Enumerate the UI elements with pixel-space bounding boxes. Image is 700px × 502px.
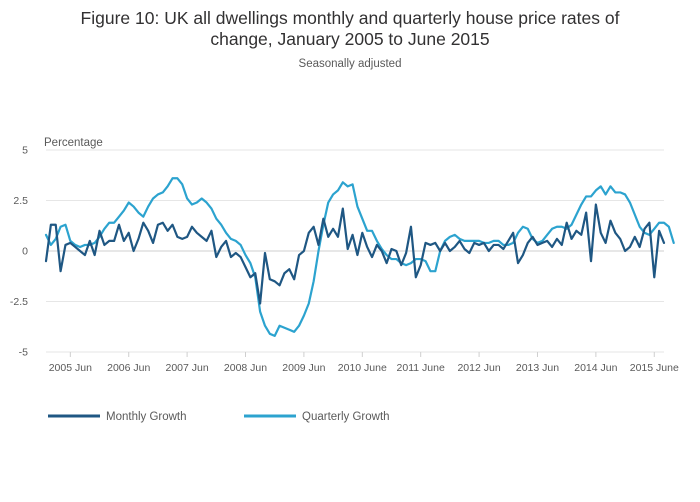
y-axis-label: Percentage (44, 137, 103, 149)
y-tick-label: 5 (22, 145, 28, 157)
legend: Monthly Growth Quarterly Growth (48, 411, 390, 423)
series-layer (44, 177, 675, 337)
x-tick-labels: 2005 Jun 2006 Jun 2007 Jun 2008 Jun 2009 Jun… (49, 352, 679, 374)
legend-label: Monthly Growth (106, 411, 187, 423)
quarterly-growth-line (44, 177, 675, 337)
x-tick-label: 2015 June (630, 362, 679, 374)
legend-label: Quarterly Growth (302, 411, 390, 423)
legend-item-monthly-growth[interactable]: Monthly Growth (48, 411, 187, 423)
y-tick-label: 2.5 (13, 195, 28, 207)
y-tick-label: 0 (22, 246, 28, 258)
grid-layer (46, 149, 664, 353)
x-tick-label: 2009 Jun (282, 362, 325, 374)
x-tick-label: 2007 Jun (166, 362, 209, 374)
x-tick-label: 2010 June (338, 362, 387, 374)
legend-item-quarterly-growth[interactable]: Quarterly Growth (244, 411, 390, 423)
y-tick-labels: 5 2.5 0 -2.5 -5 (10, 145, 28, 359)
x-tick-label: 2011 June (397, 362, 445, 374)
chart-subtitle: Seasonally adjusted (298, 58, 402, 70)
x-tick-label: 2008 Jun (224, 362, 267, 374)
monthly-growth-line (44, 203, 666, 305)
y-tick-label: -2.5 (10, 296, 28, 308)
x-tick-label: 2014 Jun (574, 362, 617, 374)
chart-title-line-1: Figure 10: UK all dwellings monthly and … (80, 8, 620, 28)
y-tick-label: -5 (19, 347, 28, 359)
x-tick-label: 2005 Jun (49, 362, 92, 374)
chart-title: Figure 10: UK all dwellings monthly and … (20, 8, 680, 50)
x-tick-label: 2012 Jun (457, 362, 500, 374)
x-tick-label: 2013 Jun (516, 362, 559, 374)
chart-title-line-2: change, January 2005 to June 2015 (210, 29, 490, 49)
x-tick-label: 2006 Jun (107, 362, 150, 374)
